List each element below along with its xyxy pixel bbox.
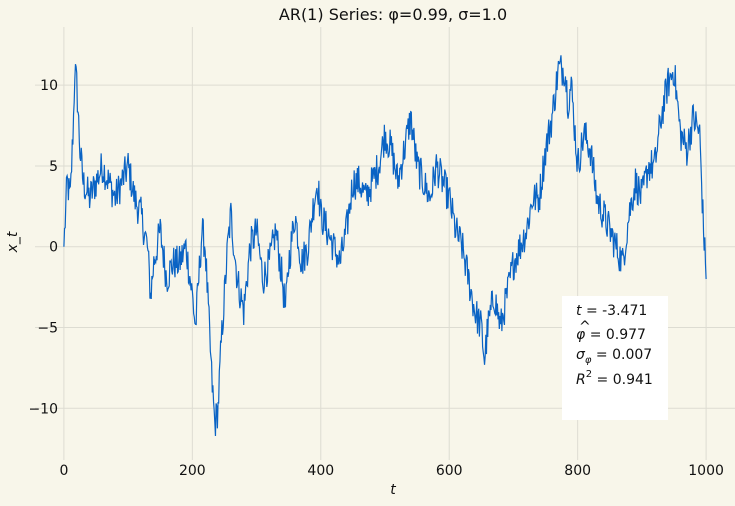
x-tick-label: 600 xyxy=(436,463,463,479)
stat-r2-symbol: R xyxy=(576,372,586,388)
stat-r2-sup: 2 xyxy=(586,369,592,380)
x-tick-label: 200 xyxy=(179,463,206,479)
y-tick-label: −10 xyxy=(28,401,58,417)
stat-sigma-symbol: σ xyxy=(576,347,586,363)
stat-sigma-value: = 0.007 xyxy=(591,347,652,363)
series-line xyxy=(63,55,707,436)
stat-r2: R2 = 0.941 xyxy=(576,369,653,388)
stat-t: t = -3.471 xyxy=(576,303,647,319)
y-tick-label: 5 xyxy=(49,159,58,175)
stat-t-value: = -3.471 xyxy=(582,303,648,319)
chart-title: AR(1) Series: φ=0.99, σ=1.0 xyxy=(279,5,507,24)
stat-phi-symbol: φ xyxy=(576,327,586,343)
y-tick-label: 10 xyxy=(40,78,58,94)
x-axis-label: t xyxy=(390,482,396,498)
stat-phi-hat-mark: ^ xyxy=(579,319,591,335)
x-tick-label: 0 xyxy=(59,463,68,479)
stat-t-symbol: t xyxy=(576,303,582,319)
y-tick-label: −5 xyxy=(37,321,58,337)
grid-layer xyxy=(35,27,735,460)
stats-background xyxy=(562,296,668,420)
x-tick-label: 800 xyxy=(564,463,591,479)
stat-sigma-sub-phi: φ xyxy=(585,355,592,366)
y-tick-label: 0 xyxy=(49,240,58,256)
stat-r2-value: = 0.941 xyxy=(592,372,653,388)
stat-phi-value: = 0.977 xyxy=(585,327,646,343)
x-tick-label: 400 xyxy=(307,463,334,479)
line-layer xyxy=(63,55,707,436)
y-axis-label: x_t xyxy=(5,231,21,253)
tick-layer: 0 200 400 600 800 1000 −10 −5 0 5 10 xyxy=(28,78,723,479)
stat-sigma: σφ = 0.007 xyxy=(576,347,652,366)
stat-phi: φ = 0.977 xyxy=(576,327,646,343)
x-tick-label: 1000 xyxy=(688,463,724,479)
stats-annotation: t = -3.471 ^ φ = 0.977 σφ = 0.007 R2 = 0… xyxy=(562,296,668,420)
